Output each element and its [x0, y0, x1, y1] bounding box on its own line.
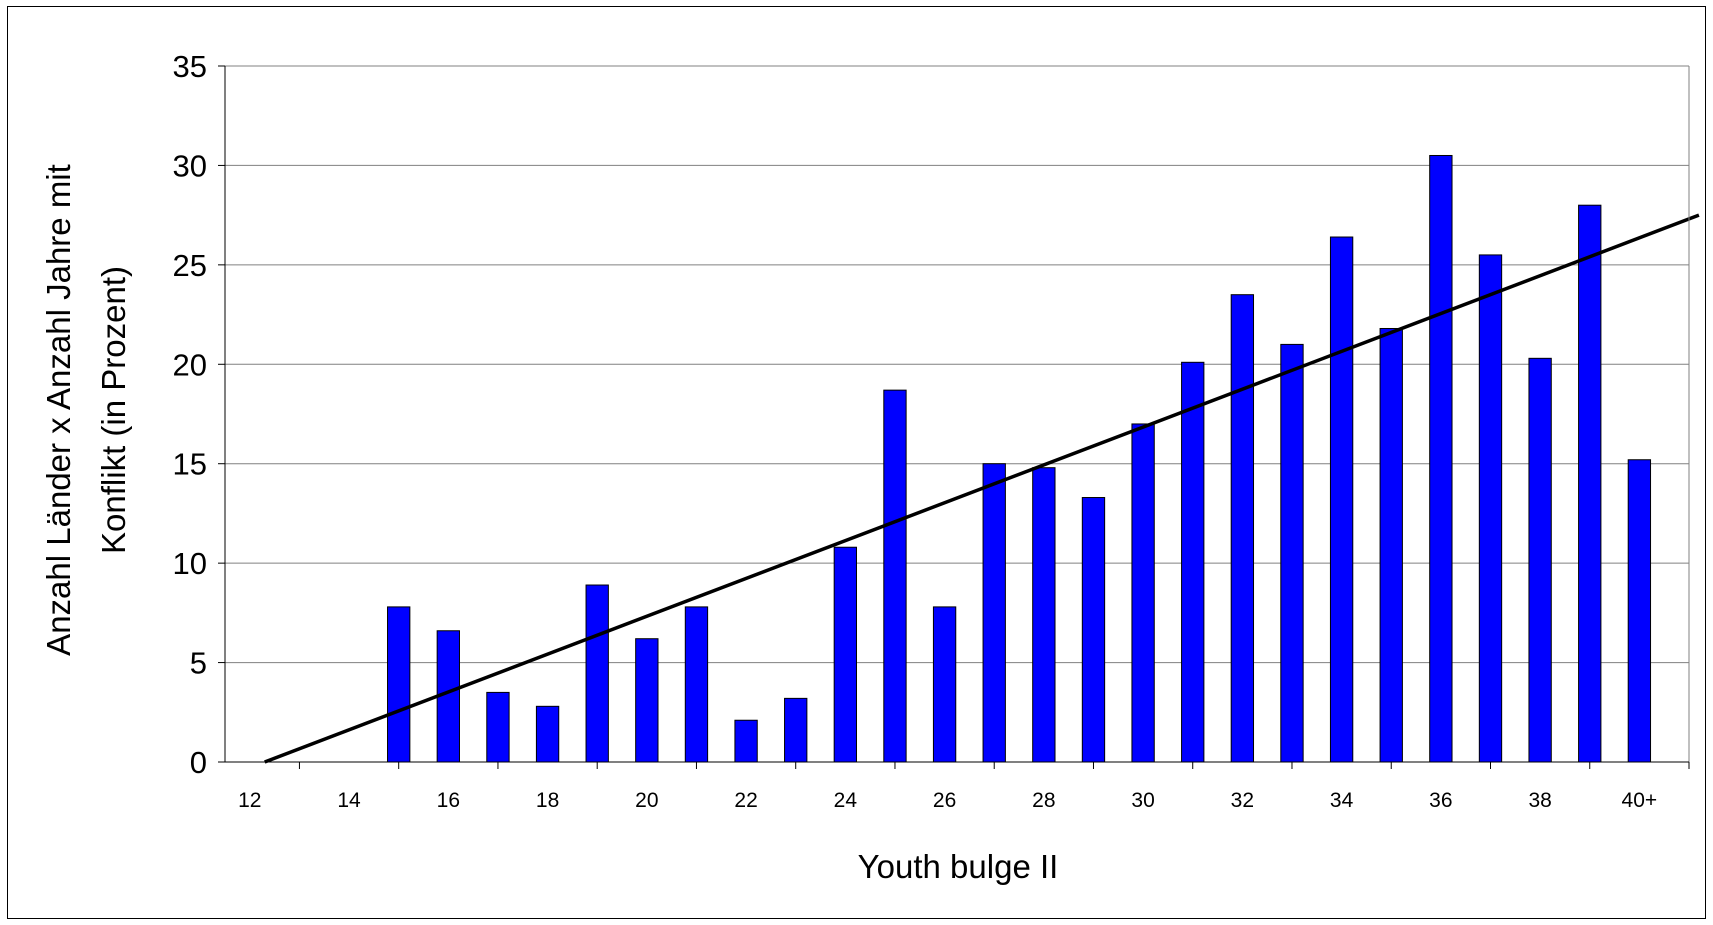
bar-15	[387, 606, 411, 763]
bar-30	[1131, 423, 1155, 763]
y-tick-label: 20	[173, 347, 207, 382]
bar-18	[535, 705, 560, 763]
x-tick-label: 18	[536, 789, 559, 812]
x-tick-labels: 12 14 16 18 20 22 24 26 28 30 32 34 36 38 40+	[238, 789, 1657, 812]
bar-33	[1280, 343, 1304, 763]
y-axis-title: Anzahl Länder x Anzahl Jahre mit Konflik…	[40, 164, 132, 656]
y-axis-title-line-2: Konflikt (in Prozent)	[95, 266, 132, 554]
bar-36	[1429, 154, 1453, 763]
x-tick-label: 20	[635, 789, 658, 812]
bar-39	[1578, 204, 1602, 763]
bar-28	[1032, 467, 1056, 763]
bar-35	[1379, 327, 1403, 763]
x-tick-label: 16	[437, 789, 460, 812]
y-tick-label: 0	[190, 745, 207, 780]
bar-27	[982, 463, 1006, 763]
bar-32	[1230, 294, 1255, 763]
x-tick-label: 24	[834, 789, 858, 812]
x-tick-label: 34	[1330, 789, 1354, 812]
x-tick-label: 28	[1032, 789, 1055, 812]
x-tick-label: 22	[734, 789, 757, 812]
x-tick-label: 12	[238, 789, 261, 812]
bar-17	[486, 691, 510, 763]
x-tick-label: 40+	[1622, 789, 1658, 812]
bar-26	[932, 606, 957, 763]
chart-frame	[7, 6, 1706, 919]
bar-34	[1329, 236, 1354, 763]
y-tick-label: 35	[173, 49, 207, 84]
bar-20	[635, 638, 659, 763]
bar-22	[734, 719, 758, 763]
y-tick-label: 5	[190, 646, 207, 681]
x-tick-label: 26	[933, 789, 956, 812]
axes	[218, 65, 1690, 769]
y-axis-title-line-1: Anzahl Länder x Anzahl Jahre mit	[40, 164, 77, 656]
bar-24	[833, 546, 858, 763]
x-axis-title: Youth bulge II	[858, 848, 1059, 885]
x-tick-label: 32	[1231, 789, 1254, 812]
y-tick-label: 15	[173, 447, 207, 482]
y-tick-label: 10	[173, 546, 207, 581]
y-tick-label: 25	[173, 248, 207, 283]
bar-23	[784, 697, 808, 763]
bar-38	[1528, 357, 1552, 763]
bar-29	[1081, 497, 1106, 763]
x-tick-label: 30	[1131, 789, 1154, 812]
x-tick-label: 36	[1429, 789, 1452, 812]
y-tick-label: 30	[173, 148, 207, 183]
x-tick-label: 38	[1528, 789, 1551, 812]
bar-25	[883, 389, 907, 763]
trend-line	[264, 213, 1700, 764]
bar-40+	[1627, 459, 1652, 763]
trend-line-group	[264, 213, 1700, 764]
bar-19	[585, 584, 609, 763]
bar-37	[1478, 254, 1503, 763]
bar-21	[684, 606, 709, 763]
y-tick-labels: 0 5 10 15 20 25 30 35	[173, 49, 207, 780]
bar-series	[387, 154, 1652, 763]
bar-31	[1181, 361, 1205, 763]
x-tick-label: 14	[337, 789, 361, 812]
